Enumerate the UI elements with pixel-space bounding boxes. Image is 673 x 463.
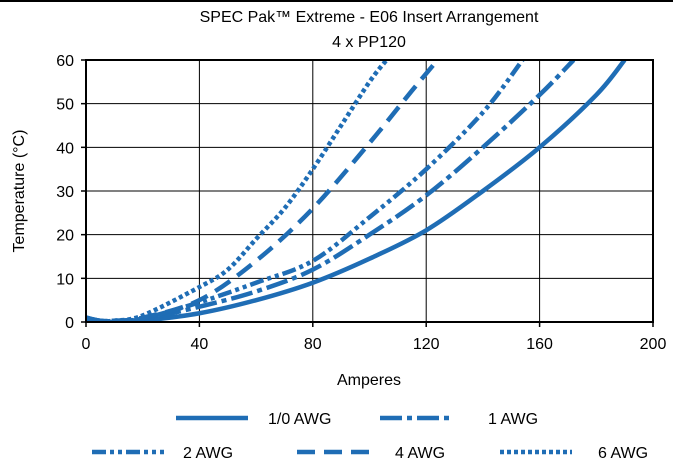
grid-lines <box>81 59 654 327</box>
y-axis-label: Temperature (°C) <box>11 130 28 253</box>
y-tick-label: 50 <box>56 97 74 114</box>
legend-label-3: 4 AWG <box>395 445 445 462</box>
plot-frame <box>85 59 654 323</box>
legend-label-1: 1 AWG <box>488 411 538 428</box>
x-axis-label: Amperes <box>337 372 401 389</box>
y-tick-label: 30 <box>56 184 74 201</box>
series-line-2 <box>86 60 525 322</box>
y-tick-label: 60 <box>56 53 74 70</box>
tick-labels: 0 40 80 120 160 200 0 10 20 30 40 50 60 <box>56 53 666 353</box>
series-line-4 <box>86 60 389 322</box>
y-tick-label: 10 <box>56 271 74 288</box>
x-tick-label: 0 <box>82 336 91 353</box>
y-tick-label: 40 <box>56 140 74 157</box>
top-rule <box>0 0 673 2</box>
chart-title: SPEC Pak™ Extreme - E06 Insert Arrangeme… <box>200 9 539 26</box>
series-line-3 <box>86 60 440 322</box>
legend-label-2: 2 AWG <box>183 445 233 462</box>
x-tick-label: 120 <box>413 336 440 353</box>
legend-label-0: 1/0 AWG <box>268 411 331 428</box>
x-tick-label: 160 <box>526 336 553 353</box>
x-tick-label: 200 <box>640 336 667 353</box>
legend-label-4: 6 AWG <box>598 445 648 462</box>
x-tick-label: 80 <box>304 336 322 353</box>
y-tick-label: 20 <box>56 228 74 245</box>
x-tick-label: 40 <box>191 336 209 353</box>
chart-subtitle: 4 x PP120 <box>332 34 406 51</box>
legend: 1/0 AWG 1 AWG 2 AWG 4 AWG 6 AWG <box>92 411 648 462</box>
y-tick-label: 0 <box>65 315 74 332</box>
